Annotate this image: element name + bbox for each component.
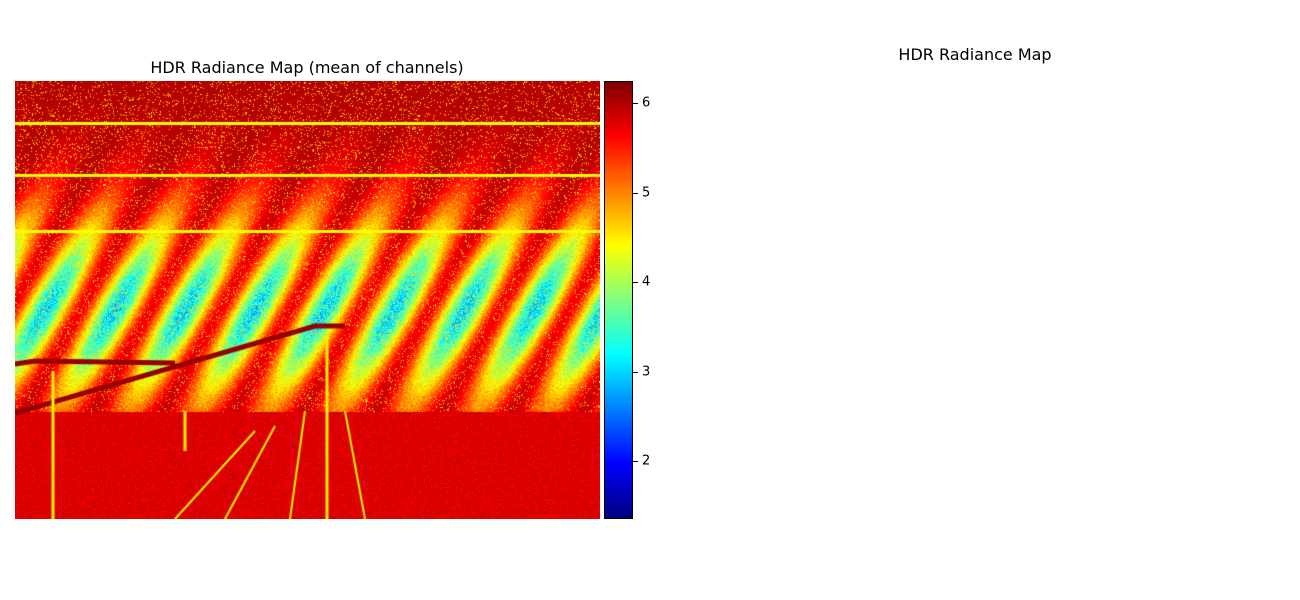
colorbar-tick-label: 6 <box>642 95 651 111</box>
right-chart-title: HDR Radiance Map <box>898 45 1052 64</box>
colorbar-tick-label: 3 <box>642 364 651 379</box>
colorbar-tick <box>633 282 638 284</box>
colorbar-tick <box>633 192 638 194</box>
colorbar-tick-label: 5 <box>642 185 651 201</box>
radiance-heatmap <box>15 81 600 519</box>
colorbar-tick-label: 2 <box>642 453 651 469</box>
colorbar-tick <box>633 103 638 105</box>
colorbar-tick-label: 4 <box>642 274 651 290</box>
colorbar-tick <box>633 460 638 462</box>
colorbar <box>604 81 633 519</box>
colorbar-tick <box>633 371 638 373</box>
left-chart-title: HDR Radiance Map (mean of channels) <box>150 58 464 77</box>
